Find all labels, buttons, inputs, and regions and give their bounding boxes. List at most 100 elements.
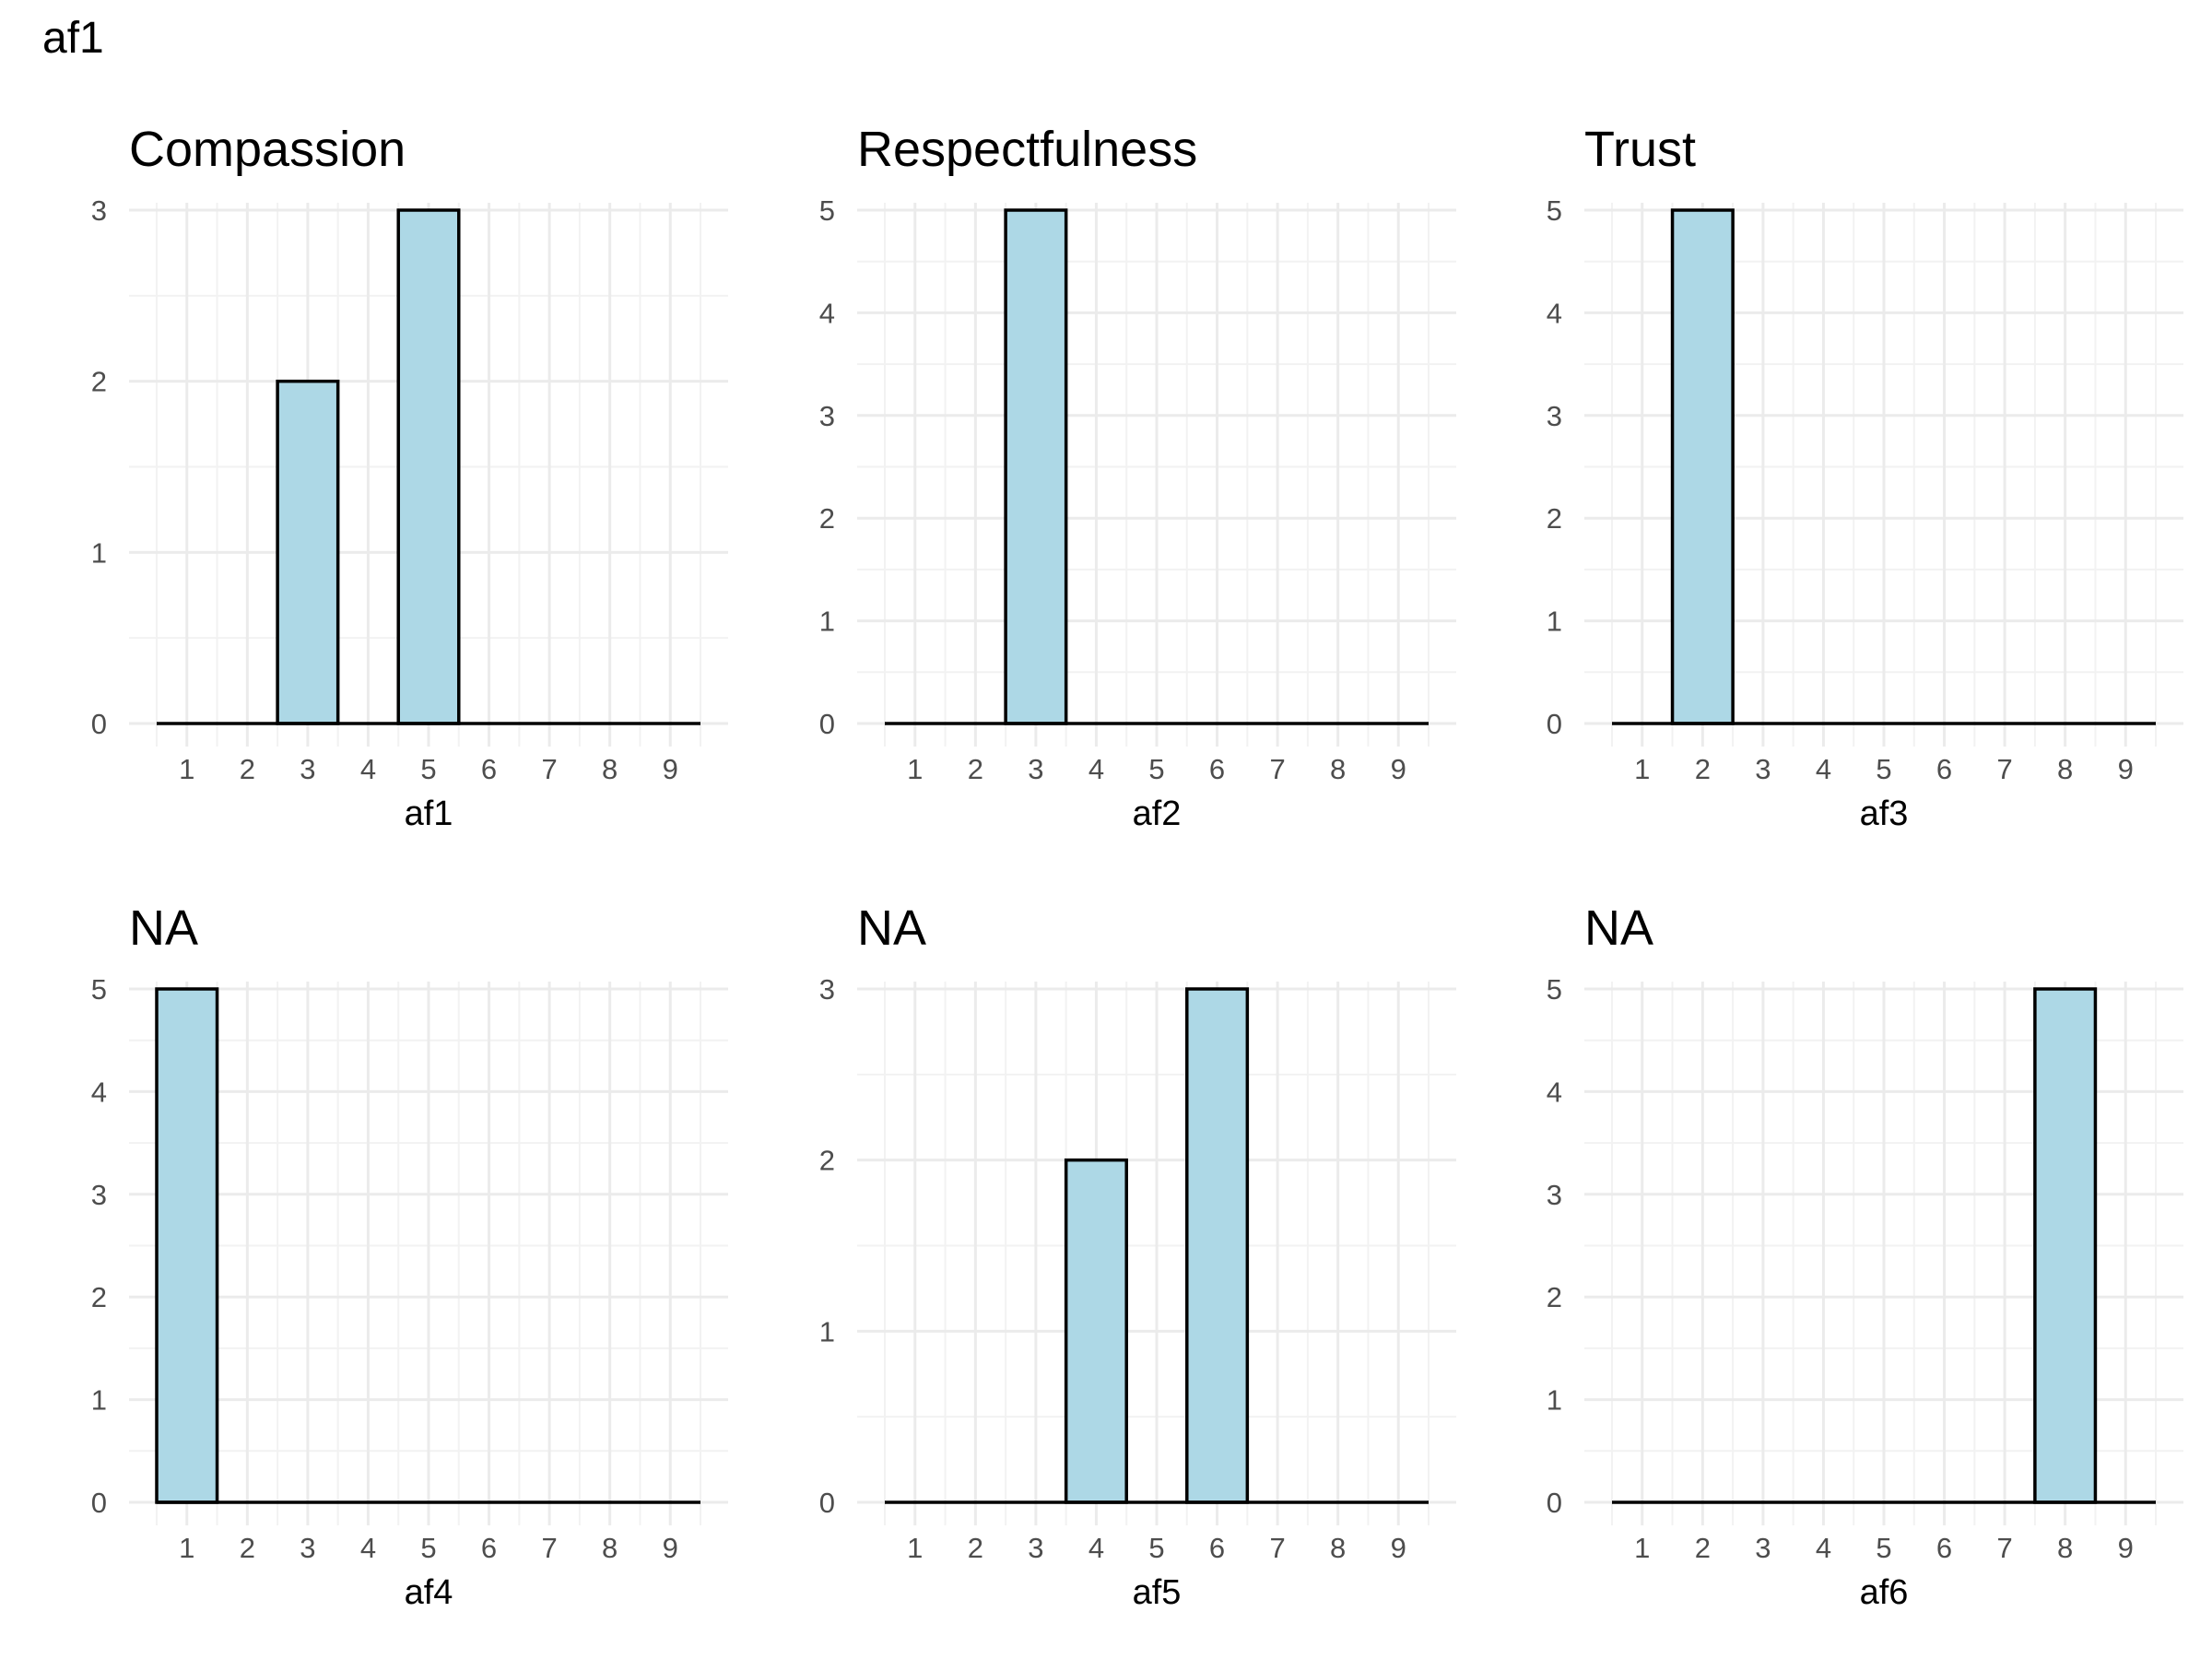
x-axis-title: af2 [1133,794,1182,833]
y-tick-label: 1 [1547,1384,1562,1417]
x-tick-label: 6 [481,753,497,785]
x-tick-label: 3 [1755,1532,1771,1564]
y-tick-label: 1 [819,1315,835,1347]
x-tick-label: 3 [300,753,315,785]
x-tick-label: 9 [1391,753,1406,785]
page-title: af1 [42,14,104,63]
y-tick-label: 0 [819,708,835,740]
y-tick-label: 1 [91,536,107,569]
y-tick-label: 2 [819,502,835,535]
chart-panel-6: 0 1 2 3 4 5 1 2 3 4 5 6 7 8 9 af6 NA [1547,900,2183,1612]
x-tick-label: 3 [1028,1532,1043,1564]
y-tick-label: 3 [819,400,835,432]
chart-panel-1: 0 1 2 3 1 2 3 4 5 6 7 8 9 af1 Compassion [91,122,728,833]
panel-title: Respectfulness [857,122,1197,177]
x-tick-label: 4 [360,753,376,785]
x-tick-label: 8 [2057,753,2073,785]
chart-panel-5: 0 1 2 3 1 2 3 4 5 6 7 8 9 af5 NA [819,900,1456,1612]
x-tick-label: 2 [968,1532,983,1564]
y-tick-label: 5 [91,973,107,1006]
x-tick-label: 4 [1088,1532,1104,1564]
x-tick-label: 3 [1755,753,1771,785]
x-axis-title: af3 [1860,794,1909,833]
y-tick-label: 0 [819,1487,835,1519]
x-tick-label: 6 [481,1532,497,1564]
y-tick-label: 2 [1547,502,1562,535]
x-tick-label: 4 [360,1532,376,1564]
x-tick-label: 1 [179,1532,194,1564]
x-tick-label: 7 [1269,753,1285,785]
x-tick-label: 7 [541,1532,557,1564]
y-tick-label: 4 [1547,297,1562,329]
x-axis-title: af4 [405,1573,453,1612]
x-tick-label: 2 [1695,1532,1711,1564]
y-tick-label: 3 [1547,1179,1562,1211]
panel-title: Compassion [129,122,406,177]
x-tick-label: 6 [1936,753,1952,785]
y-tick-label: 0 [91,1487,107,1519]
y-tick-label: 4 [91,1076,107,1108]
y-tick-label: 3 [91,1179,107,1211]
y-tick-label: 1 [1547,606,1562,638]
x-tick-label: 1 [907,1532,923,1564]
x-tick-label: 9 [2118,1532,2134,1564]
x-tick-label: 9 [2118,753,2134,785]
x-tick-label: 8 [2057,1532,2073,1564]
y-tick-label: 0 [1547,708,1562,740]
x-axis-title: af1 [405,794,453,833]
y-tick-label: 2 [1547,1281,1562,1313]
x-tick-label: 8 [1330,1532,1346,1564]
chart-panel-2: 0 1 2 3 4 5 1 2 3 4 5 6 7 8 9 af2 Respectfulness [819,122,1456,833]
y-tick-label: 0 [91,708,107,740]
y-tick-label: 5 [819,194,835,227]
y-tick-label: 4 [1547,1076,1562,1108]
x-tick-label: 8 [602,753,618,785]
x-tick-label: 8 [602,1532,618,1564]
x-axis-title: af5 [1133,1573,1182,1612]
x-tick-label: 4 [1816,753,1831,785]
x-tick-label: 5 [1876,753,1891,785]
x-tick-label: 7 [1996,753,2012,785]
x-tick-label: 9 [663,753,678,785]
x-tick-label: 4 [1816,1532,1831,1564]
x-tick-label: 7 [541,753,557,785]
bar [1004,208,1068,725]
y-tick-label: 3 [91,194,107,227]
x-tick-label: 5 [420,753,436,785]
x-tick-label: 6 [1209,1532,1225,1564]
x-tick-label: 2 [240,1532,255,1564]
x-tick-label: 9 [1391,1532,1406,1564]
x-tick-label: 7 [1269,1532,1285,1564]
x-tick-label: 4 [1088,753,1104,785]
x-tick-label: 3 [300,1532,315,1564]
x-tick-label: 3 [1028,753,1043,785]
x-tick-label: 1 [907,753,923,785]
x-tick-label: 1 [1634,1532,1650,1564]
x-tick-label: 2 [1695,753,1711,785]
bar [1064,1158,1128,1504]
panel-title: Trust [1584,122,1696,177]
panel-title: NA [129,900,198,956]
x-tick-label: 6 [1936,1532,1952,1564]
bar [1670,208,1735,725]
chart-panel-3: 0 1 2 3 4 5 1 2 3 4 5 6 7 8 9 af3 Trust [1547,122,2183,833]
y-tick-label: 4 [819,297,835,329]
x-tick-label: 7 [1996,1532,2012,1564]
y-tick-label: 2 [91,366,107,398]
x-tick-label: 6 [1209,753,1225,785]
bar [1185,987,1250,1504]
x-tick-label: 9 [663,1532,678,1564]
panel-title: NA [1584,900,1653,956]
x-tick-label: 5 [1876,1532,1891,1564]
y-tick-label: 0 [1547,1487,1562,1519]
y-tick-label: 2 [819,1145,835,1177]
y-tick-label: 3 [819,973,835,1006]
chart-panel-4: 0 1 2 3 4 5 1 2 3 4 5 6 7 8 9 af4 NA [91,900,728,1612]
y-tick-label: 5 [1547,194,1562,227]
y-tick-label: 1 [91,1384,107,1417]
y-tick-label: 2 [91,1281,107,1313]
x-tick-label: 1 [179,753,194,785]
x-tick-label: 8 [1330,753,1346,785]
x-tick-label: 5 [1148,1532,1164,1564]
